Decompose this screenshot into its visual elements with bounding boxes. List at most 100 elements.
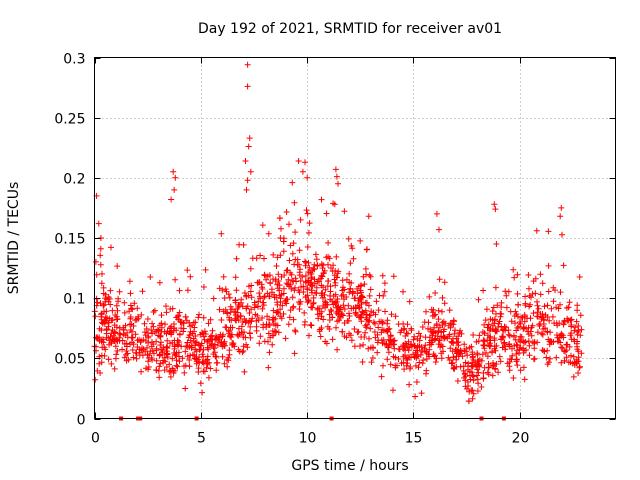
data-point [292,327,298,334]
data-point [282,335,289,342]
data-point [305,229,312,236]
data-point [557,289,564,296]
data-point [168,323,175,330]
data-point-outlier [244,61,251,68]
data-point [114,307,121,314]
data-point [381,280,388,287]
data-point [423,367,430,374]
data-point [454,339,461,346]
data-point [239,349,246,356]
data-point [333,324,339,331]
data-point [114,347,121,354]
data-point [354,329,361,336]
data-point [292,275,299,282]
data-point [239,329,245,336]
data-point [451,330,458,337]
data-point [384,328,391,334]
data-point [316,278,322,285]
data-point [318,292,325,299]
data-point [439,319,446,326]
data-point [318,313,325,320]
data-point-outlier [171,186,178,193]
data-point-outlier [95,220,102,227]
data-point [184,287,191,294]
data-point [129,334,136,341]
data-point [361,281,368,288]
data-point [274,308,281,315]
data-point [286,221,292,228]
data-point [156,279,163,286]
data-point [502,346,509,353]
data-point [178,343,185,350]
data-point [348,337,355,344]
data-point [149,320,156,327]
data-point [112,343,119,350]
data-point [452,327,458,334]
data-point [539,280,546,287]
data-point [119,346,126,353]
data-point [176,309,183,316]
data-point [485,364,492,371]
data-point [341,306,348,312]
data-point [199,351,206,358]
data-point [174,363,181,370]
data-point [475,296,482,303]
data-point [204,361,211,367]
data-point [143,325,150,332]
data-point-outlier [246,135,253,142]
data-point [574,307,581,314]
data-point [327,306,334,313]
data-point [322,299,329,306]
data-point [322,298,328,305]
data-point [102,346,109,353]
data-point [99,270,105,277]
data-point-outlier [243,186,250,193]
data-point [419,324,426,330]
data-point [121,299,128,306]
data-point-outlier [289,179,296,186]
data-point [387,361,394,368]
data-point [196,311,202,318]
data-point [373,298,380,305]
y-tick-label: 0.25 [54,112,85,128]
data-point [280,248,287,255]
data-point [240,334,247,341]
data-point [290,316,297,323]
data-point [257,252,264,259]
data-point [403,355,410,362]
data-point [92,313,99,320]
data-point [186,331,193,338]
data-point [305,298,312,305]
data-point [151,307,158,314]
data-point [470,356,477,363]
data-point [274,281,281,288]
data-point [192,346,199,353]
data-point [472,361,479,368]
data-point [300,289,307,295]
data-point [558,359,565,366]
data-point [296,306,303,312]
data-point [490,362,497,369]
data-point [136,352,143,359]
data-point [528,294,534,301]
data-point [259,305,266,312]
data-point [568,316,575,323]
data-point-outlier [242,158,249,164]
data-point [421,345,428,352]
data-point [378,329,385,336]
data-point [211,349,218,356]
data-point [484,369,491,376]
data-point [301,321,308,328]
data-point [184,339,191,346]
data-point [346,313,353,319]
data-point [322,338,329,345]
data-point [390,387,396,394]
data-point [294,256,301,263]
data-point [96,334,103,341]
data-point [558,344,565,351]
data-point [301,309,308,316]
data-point [113,324,120,331]
data-point [574,302,581,309]
data-point [94,367,101,374]
data-point [574,343,581,350]
